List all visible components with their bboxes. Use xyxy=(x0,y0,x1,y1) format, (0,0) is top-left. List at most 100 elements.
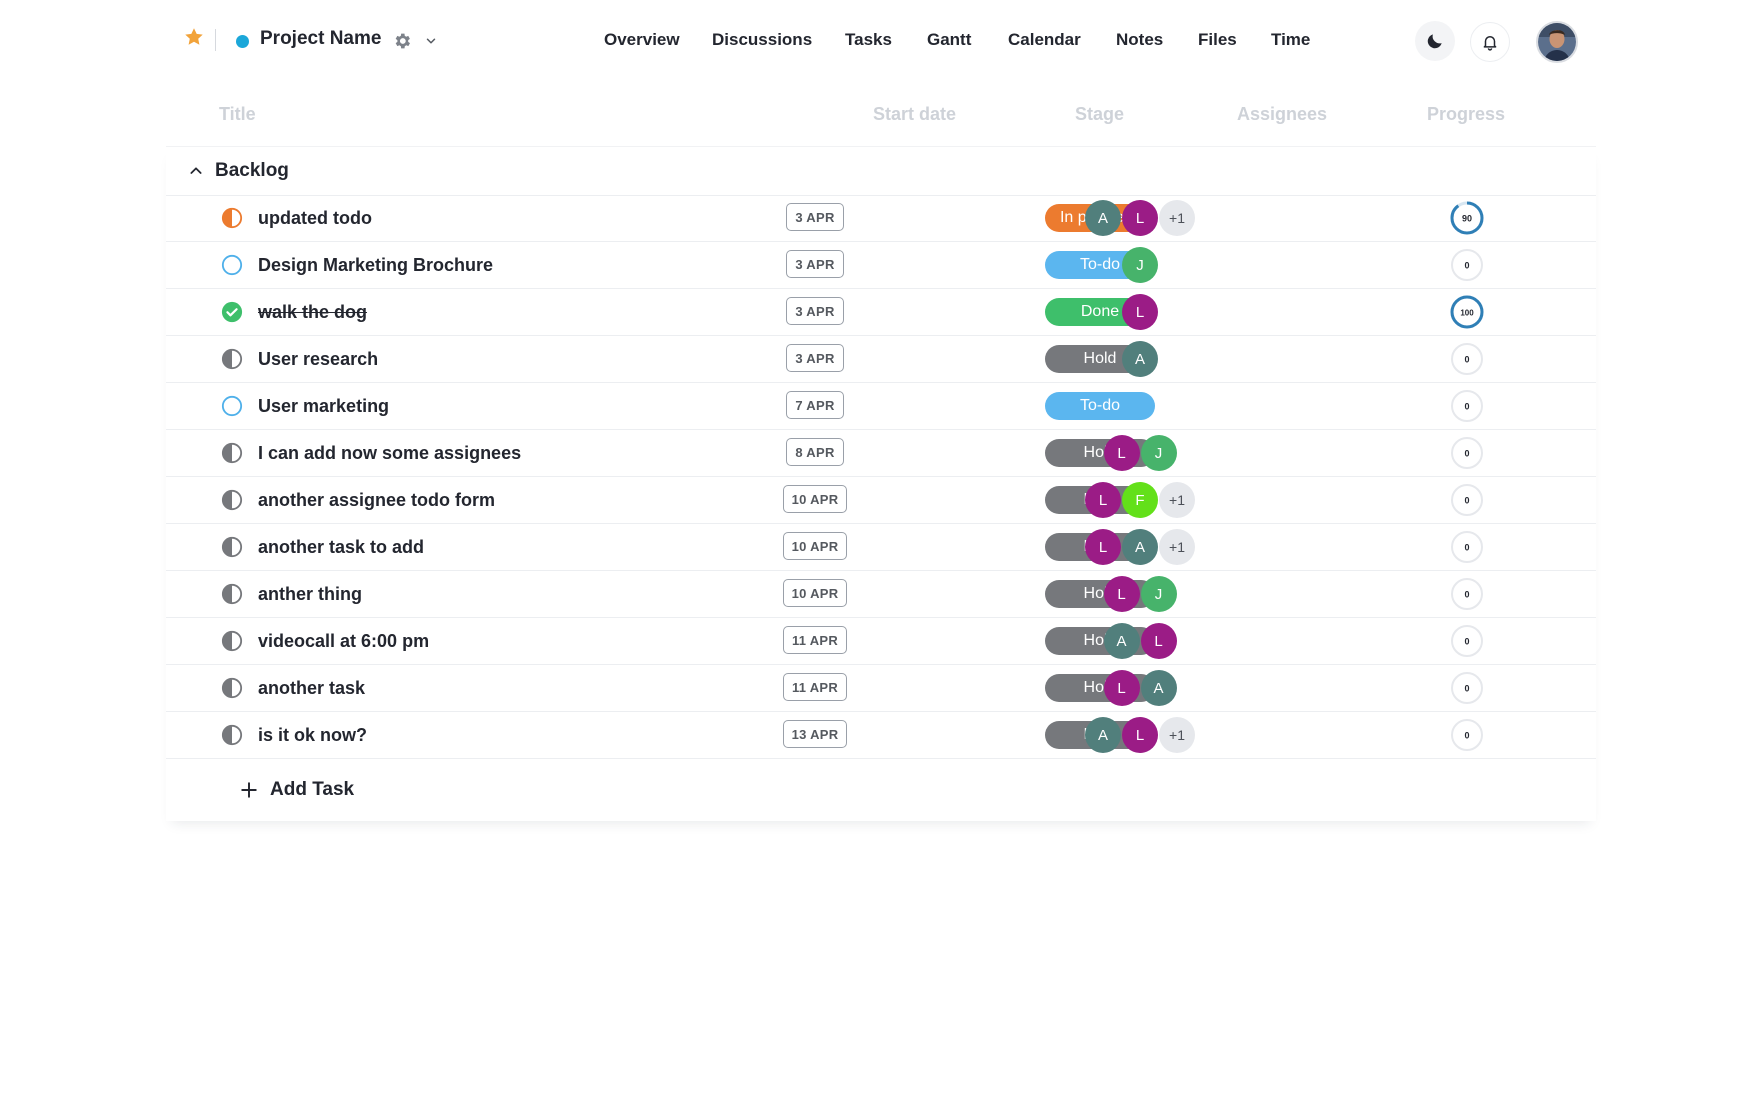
column-header-progress[interactable]: Progress xyxy=(1427,104,1506,124)
nav-tasks[interactable]: Tasks xyxy=(845,30,892,49)
progress-value: 0 xyxy=(1464,684,1469,694)
task-title[interactable]: User marketing xyxy=(258,396,390,416)
assignee-avatar[interactable]: A xyxy=(1140,670,1177,706)
task-title[interactable]: another task to add xyxy=(258,537,425,557)
empty-circle-icon[interactable] xyxy=(221,395,243,417)
task-title[interactable]: anther thing xyxy=(258,584,362,604)
half-circle-icon[interactable] xyxy=(221,207,243,229)
half-circle-icon[interactable] xyxy=(221,536,243,558)
assignee-avatar[interactable]: L xyxy=(1140,623,1177,659)
task-title[interactable]: Design Marketing Brochure xyxy=(258,255,494,275)
more-assignees-badge[interactable]: +1 xyxy=(1159,200,1195,236)
more-assignees-badge[interactable]: +1 xyxy=(1159,482,1195,518)
task-row[interactable]: User marketing 7 APR To-do 0 xyxy=(166,383,1596,430)
start-date-badge[interactable]: 11 APR xyxy=(783,673,847,701)
assignee-avatar[interactable]: A xyxy=(1085,717,1121,753)
start-date-badge[interactable]: 3 APR xyxy=(786,250,844,278)
add-task-button[interactable]: Add Task xyxy=(240,775,354,805)
half-circle-icon[interactable] xyxy=(221,630,243,652)
group-header[interactable]: Backlog xyxy=(166,147,1596,196)
task-row[interactable]: another task 11 APR Hold L A 0 xyxy=(166,665,1596,712)
start-date-badge[interactable]: 10 APR xyxy=(783,485,847,513)
stage-pill[interactable]: To-do xyxy=(1045,392,1155,420)
more-assignees-badge[interactable]: +1 xyxy=(1159,529,1195,565)
assignee-avatar[interactable]: J xyxy=(1140,435,1177,471)
task-title[interactable]: updated todo xyxy=(258,208,372,228)
notifications-button[interactable] xyxy=(1470,22,1510,62)
task-title[interactable]: I can add now some assignees xyxy=(258,443,522,463)
assignee-avatar[interactable]: A xyxy=(1122,529,1158,565)
task-title[interactable]: is it ok now? xyxy=(258,725,368,745)
assignee-avatar[interactable]: J xyxy=(1122,247,1158,283)
column-header-start-date[interactable]: Start date xyxy=(873,104,957,124)
more-assignees-badge[interactable]: +1 xyxy=(1159,717,1195,753)
project-name[interactable]: Project Name xyxy=(260,28,382,49)
task-title[interactable]: videocall at 6:00 pm xyxy=(258,631,430,651)
column-header-stage[interactable]: Stage xyxy=(1075,104,1125,124)
dark-mode-toggle[interactable] xyxy=(1415,21,1455,61)
nav-overview[interactable]: Overview xyxy=(604,30,680,49)
start-date-badge[interactable]: 10 APR xyxy=(783,532,847,560)
start-date-badge[interactable]: 3 APR xyxy=(786,297,844,325)
half-circle-icon[interactable] xyxy=(221,724,243,746)
assignee-avatar[interactable]: A xyxy=(1122,341,1158,377)
task-row[interactable]: walk the dog 3 APR Done L 100 xyxy=(166,289,1596,336)
assignee-avatar[interactable]: L xyxy=(1122,717,1158,753)
start-date-badge[interactable]: 11 APR xyxy=(783,626,847,654)
task-row[interactable]: User research 3 APR Hold A 0 xyxy=(166,336,1596,383)
task-row[interactable]: videocall at 6:00 pm 11 APR Hold A L 0 xyxy=(166,618,1596,665)
chevron-up-icon[interactable] xyxy=(188,163,204,179)
empty-circle-icon[interactable] xyxy=(221,254,243,276)
star-icon[interactable] xyxy=(183,26,205,48)
half-circle-icon[interactable] xyxy=(221,489,243,511)
check-circle-icon[interactable] xyxy=(221,301,243,323)
start-date-badge[interactable]: 8 APR xyxy=(786,438,844,466)
column-header-assignees[interactable]: Assignees xyxy=(1237,104,1328,124)
task-title[interactable]: User research xyxy=(258,349,379,369)
nav-time[interactable]: Time xyxy=(1271,30,1311,49)
assignee-avatar[interactable]: L xyxy=(1103,435,1140,471)
plus-icon xyxy=(241,782,257,798)
assignee-avatar[interactable]: L xyxy=(1103,576,1140,612)
task-row[interactable]: I can add now some assignees 8 APR Hold L J 0 xyxy=(166,430,1596,477)
assignee-avatar[interactable]: L xyxy=(1085,482,1121,518)
gear-icon[interactable] xyxy=(392,31,412,51)
assignee-avatar[interactable]: A xyxy=(1085,200,1121,236)
start-date-badge[interactable]: 7 APR xyxy=(786,391,844,419)
start-date-badge[interactable]: 10 APR xyxy=(783,579,847,607)
task-title[interactable]: another assignee todo form xyxy=(258,490,496,510)
progress-ring: 0 xyxy=(1451,390,1483,422)
half-circle-icon[interactable] xyxy=(221,677,243,699)
nav-notes[interactable]: Notes xyxy=(1116,30,1164,49)
half-circle-icon[interactable] xyxy=(221,348,243,370)
assignee-avatar[interactable]: L xyxy=(1122,294,1158,330)
assignee-avatar[interactable]: J xyxy=(1140,576,1177,612)
half-circle-icon[interactable] xyxy=(221,442,243,464)
task-title[interactable]: walk the dog xyxy=(258,302,368,322)
assignee-avatar[interactable]: L xyxy=(1085,529,1121,565)
task-row[interactable]: Design Marketing Brochure 3 APR To-do J 0 xyxy=(166,242,1596,289)
half-circle-icon[interactable] xyxy=(221,583,243,605)
chevron-down-icon[interactable] xyxy=(424,34,438,48)
nav-discussions[interactable]: Discussions xyxy=(712,30,813,49)
assignee-avatar[interactable]: L xyxy=(1103,670,1140,706)
nav-files[interactable]: Files xyxy=(1198,30,1237,49)
start-date-badge[interactable]: 13 APR xyxy=(783,720,847,748)
assignee-avatar[interactable]: A xyxy=(1103,623,1140,659)
task-title[interactable]: another task xyxy=(258,678,366,698)
start-date-badge[interactable]: 3 APR xyxy=(786,344,844,372)
column-header-title[interactable]: Title xyxy=(219,104,256,124)
user-avatar[interactable] xyxy=(1536,21,1578,63)
assignee-avatar[interactable]: L xyxy=(1122,200,1158,236)
progress-ring-track xyxy=(1451,484,1483,516)
nav-calendar[interactable]: Calendar xyxy=(1008,30,1081,49)
progress-ring: 0 xyxy=(1451,578,1483,610)
nav-gantt[interactable]: Gantt xyxy=(927,30,972,49)
task-row[interactable]: anther thing 10 APR Hold L J 0 xyxy=(166,571,1596,618)
assignee-avatar[interactable]: F xyxy=(1122,482,1158,518)
start-date-badge[interactable]: 3 APR xyxy=(786,203,844,231)
